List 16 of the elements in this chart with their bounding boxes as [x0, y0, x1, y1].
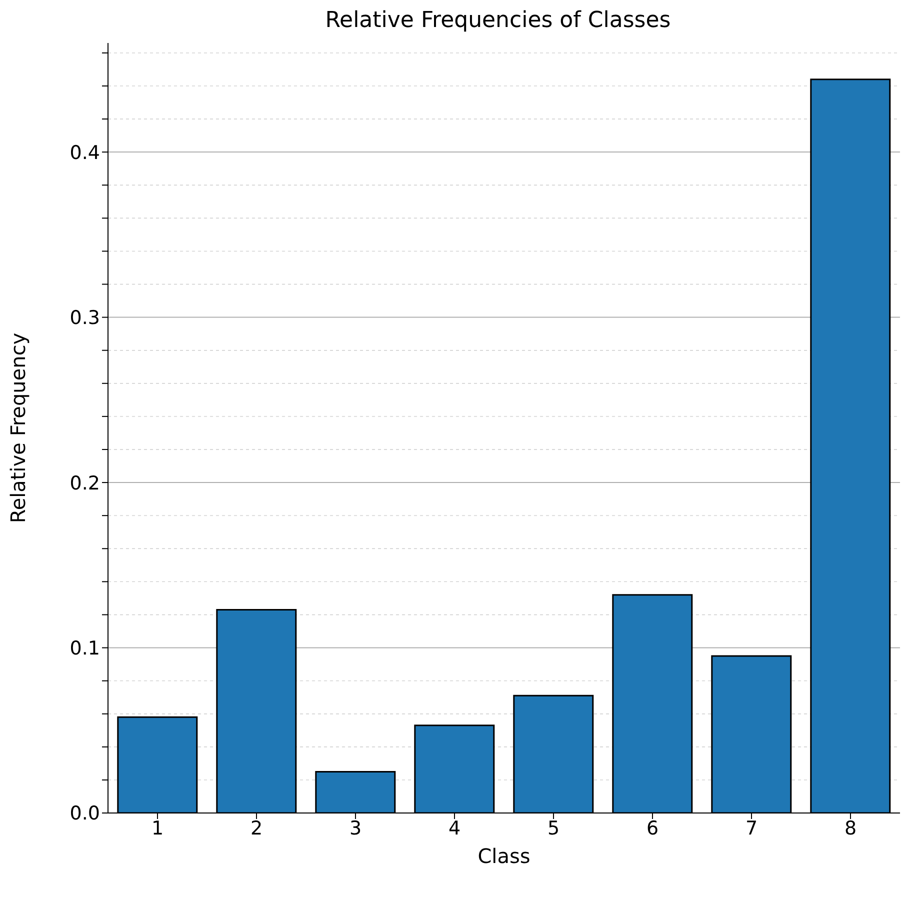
- y-tick-label: 0.2: [70, 472, 100, 494]
- x-tick-label: 7: [745, 817, 758, 840]
- y-tick-label: 0.0: [70, 802, 100, 825]
- x-tick-label: 2: [250, 817, 263, 840]
- x-tick-label: 3: [349, 817, 362, 840]
- chart-title: Relative Frequencies of Classes: [324, 8, 672, 33]
- y-tick-label: 0.3: [70, 307, 100, 330]
- x-tick-label: 4: [448, 817, 461, 840]
- x-tick-label: 6: [646, 817, 659, 840]
- x-tick-label: 5: [547, 817, 560, 840]
- x-axis-title: Class: [478, 844, 530, 868]
- y-axis-title: Relative Frequency: [6, 332, 30, 524]
- y-tick-label: 0.1: [70, 638, 100, 660]
- y-tick-label: 0.4: [70, 142, 100, 164]
- x-tick-label: 8: [844, 817, 857, 840]
- x-tick-label: 1: [151, 817, 164, 840]
